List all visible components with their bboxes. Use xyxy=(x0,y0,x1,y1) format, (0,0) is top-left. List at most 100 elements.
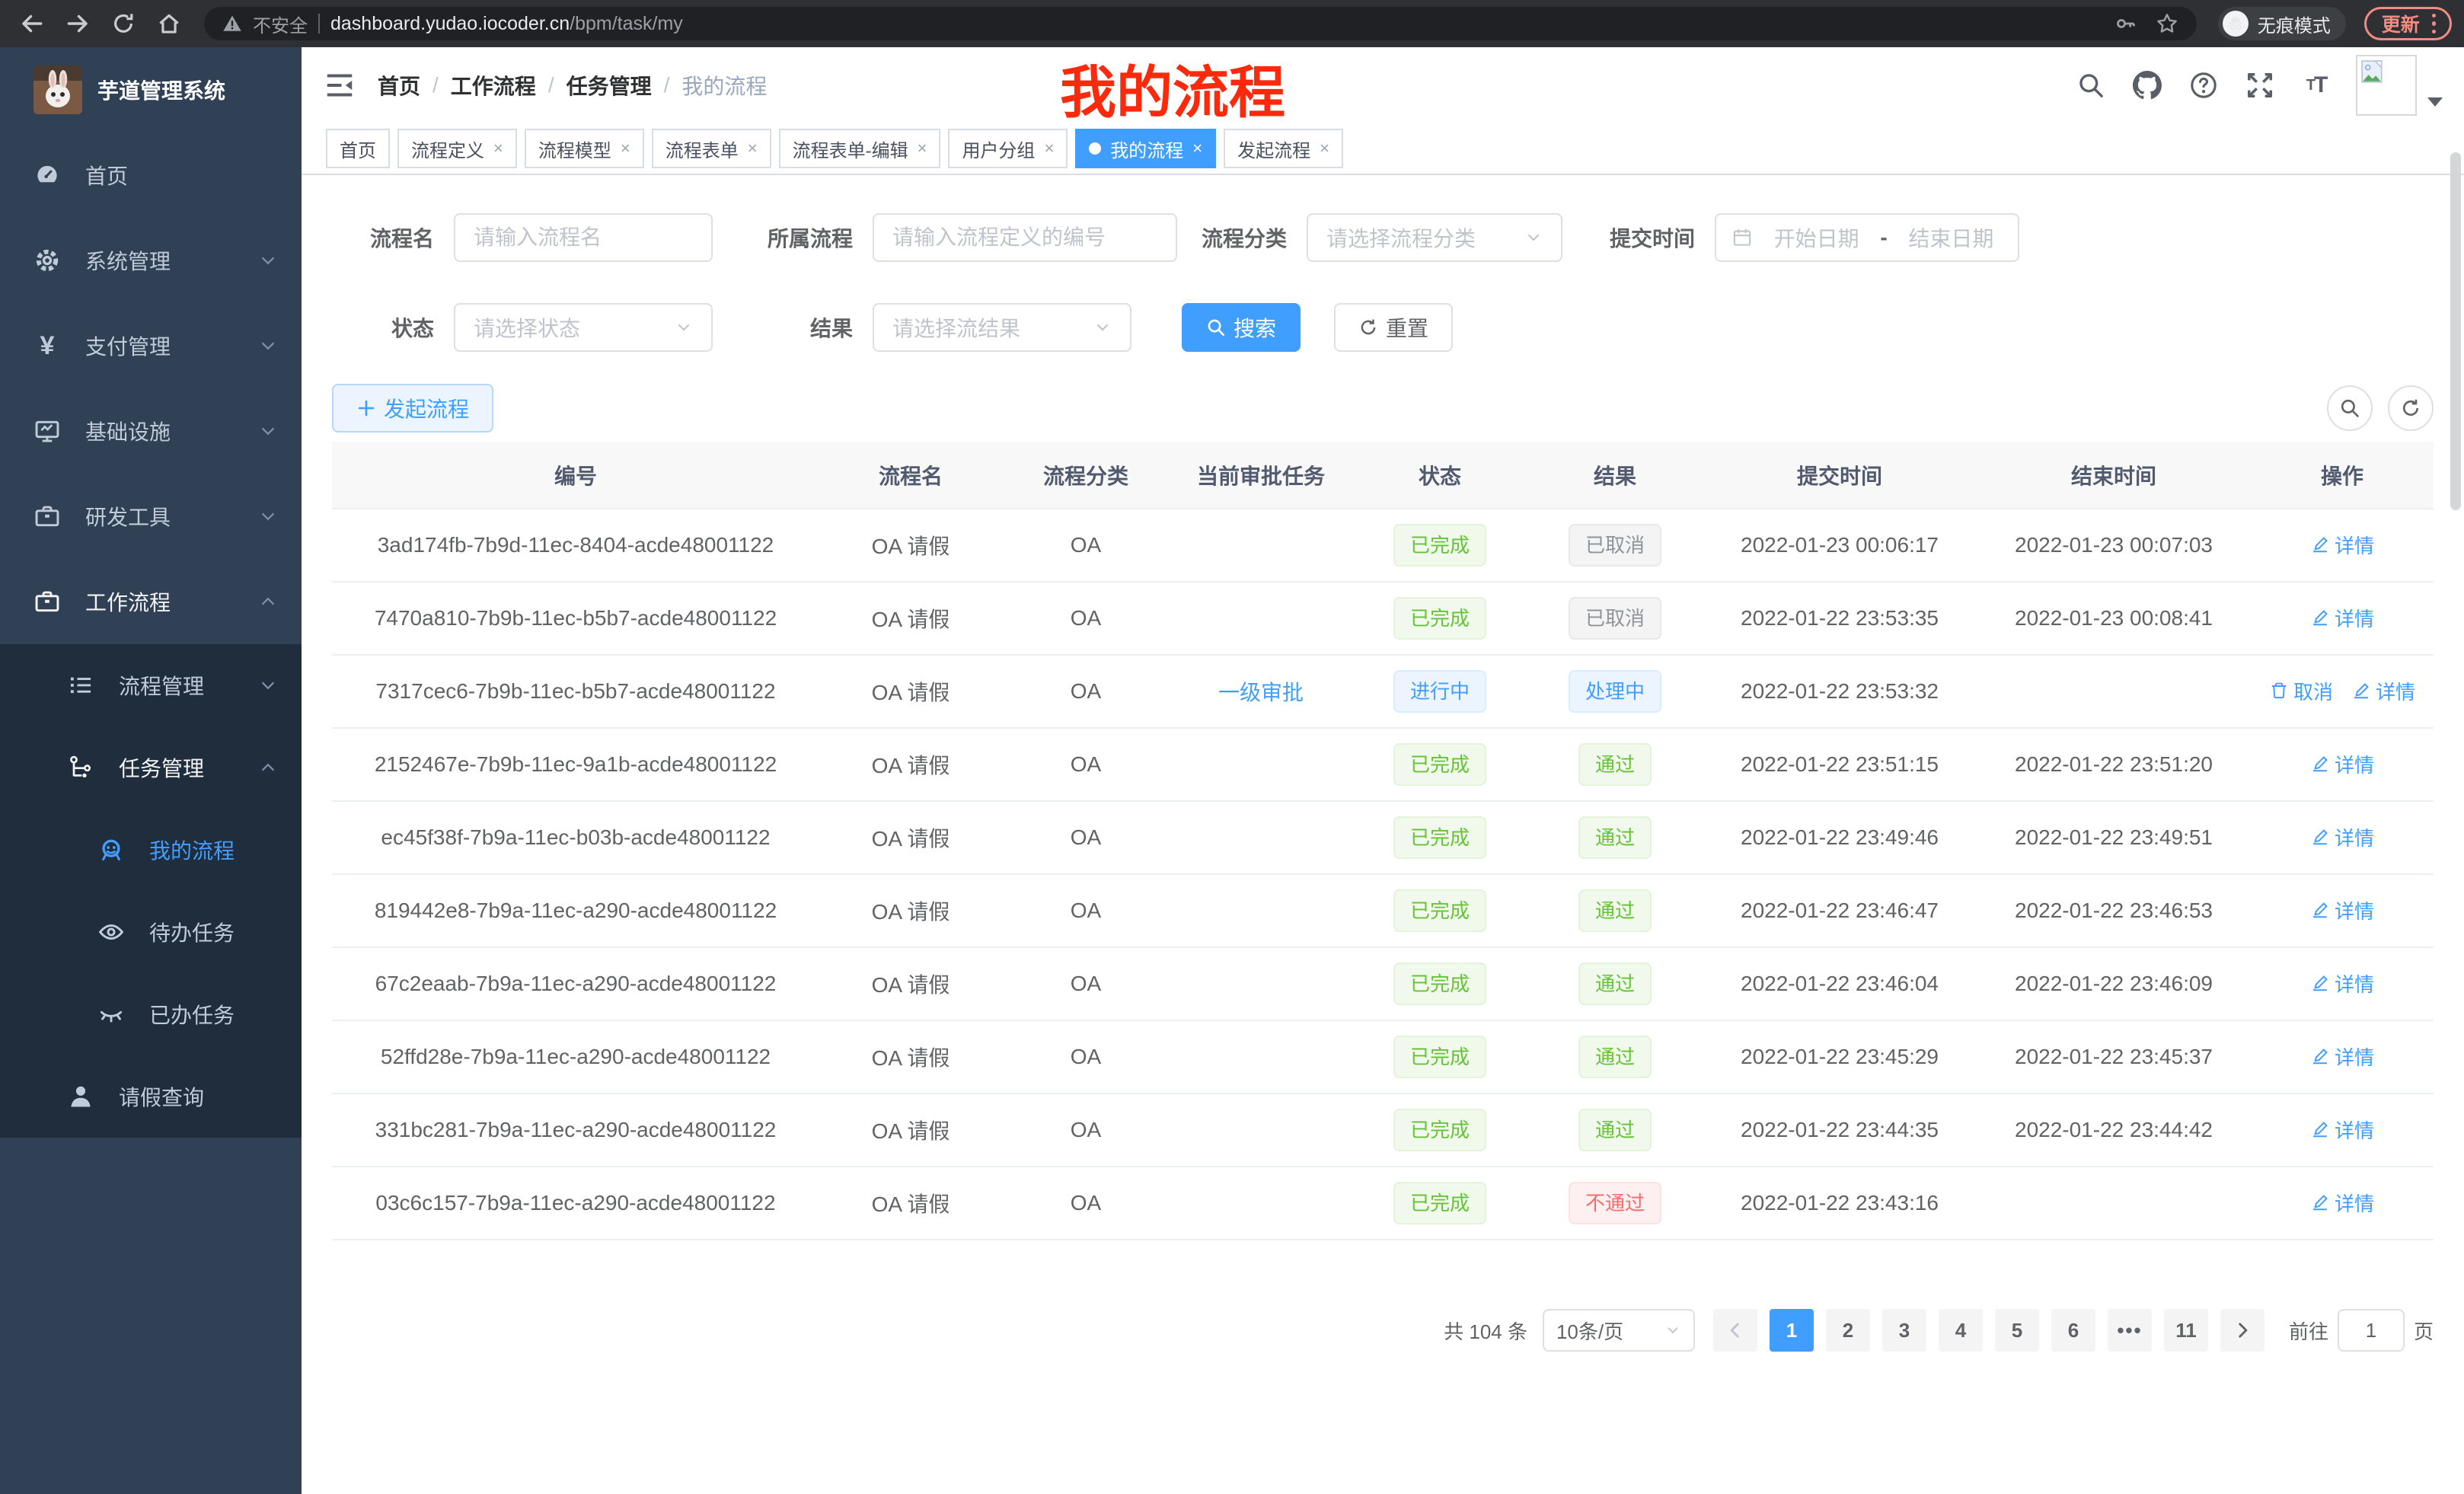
filter-result-select[interactable]: 请选择流结果 xyxy=(873,303,1131,352)
status-badge: 已完成 xyxy=(1393,889,1486,932)
tab-0[interactable]: 首页 xyxy=(326,129,390,168)
cell-end-time xyxy=(1977,1167,2251,1240)
filter-daterange[interactable]: 开始日期 - 结束日期 xyxy=(1715,213,2019,262)
detail-link[interactable]: 详情 xyxy=(2310,823,2374,851)
search-button[interactable]: 搜索 xyxy=(1182,303,1301,352)
github-icon[interactable] xyxy=(2132,70,2162,101)
key-icon[interactable] xyxy=(2115,12,2137,35)
detail-link[interactable]: 详情 xyxy=(2310,1189,2374,1217)
sidebar-item-label: 待办任务 xyxy=(149,921,235,945)
detail-link[interactable]: 详情 xyxy=(2310,531,2374,559)
page-scrollbar[interactable] xyxy=(2450,152,2461,510)
robot-icon xyxy=(97,836,125,864)
sidebar-item-0[interactable]: 首页 xyxy=(0,132,302,218)
update-label: 更新 xyxy=(2381,14,2420,36)
home-icon[interactable] xyxy=(149,4,189,43)
hamburger-icon[interactable] xyxy=(323,69,356,102)
tab-1[interactable]: 流程定义 × xyxy=(397,129,517,168)
close-icon[interactable]: × xyxy=(747,139,758,158)
breadcrumb-item[interactable]: 首页 xyxy=(378,75,421,98)
cell-status: 已完成 xyxy=(1352,509,1527,583)
close-icon[interactable]: × xyxy=(620,139,630,158)
filter-status-select[interactable]: 请选择状态 xyxy=(454,303,713,352)
tab-5[interactable]: 用户分组 × xyxy=(948,129,1068,168)
detail-link[interactable]: 详情 xyxy=(2351,677,2415,705)
app-logo[interactable]: 芋道管理系统 xyxy=(0,47,302,132)
page-2[interactable]: 2 xyxy=(1825,1309,1870,1352)
tab-3[interactable]: 流程表单 × xyxy=(651,129,771,168)
filter-name-input[interactable] xyxy=(454,213,713,262)
detail-link[interactable]: 详情 xyxy=(2310,969,2374,998)
cell-current-task xyxy=(1170,509,1352,583)
page-6[interactable]: 6 xyxy=(2051,1309,2095,1352)
next-page-icon[interactable] xyxy=(2220,1309,2265,1352)
cancel-link[interactable]: 取消 xyxy=(2269,677,2333,705)
sidebar-item-6[interactable]: 流程管理 xyxy=(0,644,302,726)
security-warning-icon[interactable] xyxy=(222,14,242,34)
detail-link[interactable]: 详情 xyxy=(2310,896,2374,924)
forward-icon[interactable] xyxy=(58,4,97,43)
sidebar-item-7[interactable]: 任务管理 xyxy=(0,726,302,809)
cell-end-time: 2022-01-22 23:45:37 xyxy=(1977,1020,2251,1094)
detail-link[interactable]: 详情 xyxy=(2310,604,2374,632)
goto-page-input[interactable] xyxy=(2337,1309,2405,1352)
create-process-button[interactable]: 发起流程 xyxy=(332,384,494,433)
tab-2[interactable]: 流程模型 × xyxy=(524,129,644,168)
chrome-update-button[interactable]: 更新 xyxy=(2363,7,2452,40)
sidebar-item-label: 工作流程 xyxy=(85,591,171,615)
result-badge: 处理中 xyxy=(1568,670,1661,713)
page-5[interactable]: 5 xyxy=(1994,1309,2039,1352)
prev-page-icon[interactable] xyxy=(1712,1309,1757,1352)
sidebar-item-10[interactable]: 已办任务 xyxy=(0,973,302,1055)
avatar[interactable] xyxy=(2356,55,2417,116)
sidebar-item-5[interactable]: 工作流程 xyxy=(0,559,302,644)
tab-7[interactable]: 发起流程 × xyxy=(1224,129,1344,168)
breadcrumb-item[interactable]: 工作流程 xyxy=(450,75,536,98)
reset-button[interactable]: 重置 xyxy=(1334,303,1454,352)
avatar-caret-icon[interactable] xyxy=(2427,97,2443,107)
close-icon[interactable]: × xyxy=(917,139,927,158)
detail-link[interactable]: 详情 xyxy=(2310,1116,2374,1144)
tab-4[interactable]: 流程表单-编辑 × xyxy=(778,129,941,168)
page-3[interactable]: 3 xyxy=(1882,1309,1926,1352)
chrome-menu-icon[interactable] xyxy=(2429,14,2439,34)
page-4[interactable]: 4 xyxy=(1938,1309,1983,1352)
url-bar[interactable]: 不安全 dashboard.yudao.iocoder.cn/bpm/task/… xyxy=(204,7,2197,40)
sidebar-item-2[interactable]: ¥ 支付管理 xyxy=(0,303,302,388)
reload-icon[interactable] xyxy=(104,4,143,43)
sidebar-item-8[interactable]: 我的流程 xyxy=(0,809,302,891)
action-label: 取消 xyxy=(2293,680,2333,704)
filter-definition-input[interactable] xyxy=(873,213,1177,262)
page-1[interactable]: 1 xyxy=(1769,1309,1814,1352)
sidebar-item-3[interactable]: 基础设施 xyxy=(0,388,302,474)
filter-category-select[interactable]: 请选择流程分类 xyxy=(1307,213,1562,262)
bookmark-star-icon[interactable] xyxy=(2156,12,2178,35)
tab-6[interactable]: 我的流程 × xyxy=(1075,129,1217,168)
sidebar-item-11[interactable]: 请假查询 xyxy=(0,1055,302,1138)
sidebar-item-1[interactable]: 系统管理 xyxy=(0,218,302,303)
task-link[interactable]: 一级审批 xyxy=(1218,681,1304,704)
page-size-select[interactable]: 10条/页 xyxy=(1542,1309,1695,1352)
close-icon[interactable]: × xyxy=(1192,139,1203,158)
toolbar-search-icon[interactable] xyxy=(2327,385,2373,431)
cell-name: OA 请假 xyxy=(819,728,1002,802)
detail-link[interactable]: 详情 xyxy=(2310,1042,2374,1071)
detail-link[interactable]: 详情 xyxy=(2310,750,2374,778)
page-11[interactable]: 11 xyxy=(2163,1309,2208,1352)
close-icon[interactable]: × xyxy=(1044,139,1055,158)
close-icon[interactable]: × xyxy=(1320,139,1330,158)
search-icon[interactable] xyxy=(2076,70,2106,101)
help-icon[interactable] xyxy=(2188,70,2219,101)
back-icon[interactable] xyxy=(12,4,52,43)
breadcrumb-item[interactable]: 任务管理 xyxy=(566,75,652,98)
cell-status: 进行中 xyxy=(1352,655,1527,729)
more-pages-icon[interactable]: ••• xyxy=(2107,1309,2152,1352)
sidebar-item-9[interactable]: 待办任务 xyxy=(0,891,302,973)
fullscreen-icon[interactable] xyxy=(2245,70,2275,101)
goto-label: 前往 xyxy=(2288,1320,2328,1343)
close-icon[interactable]: × xyxy=(493,139,503,158)
toolbar-refresh-icon[interactable] xyxy=(2388,385,2434,431)
sidebar-item-4[interactable]: 研发工具 xyxy=(0,474,302,559)
